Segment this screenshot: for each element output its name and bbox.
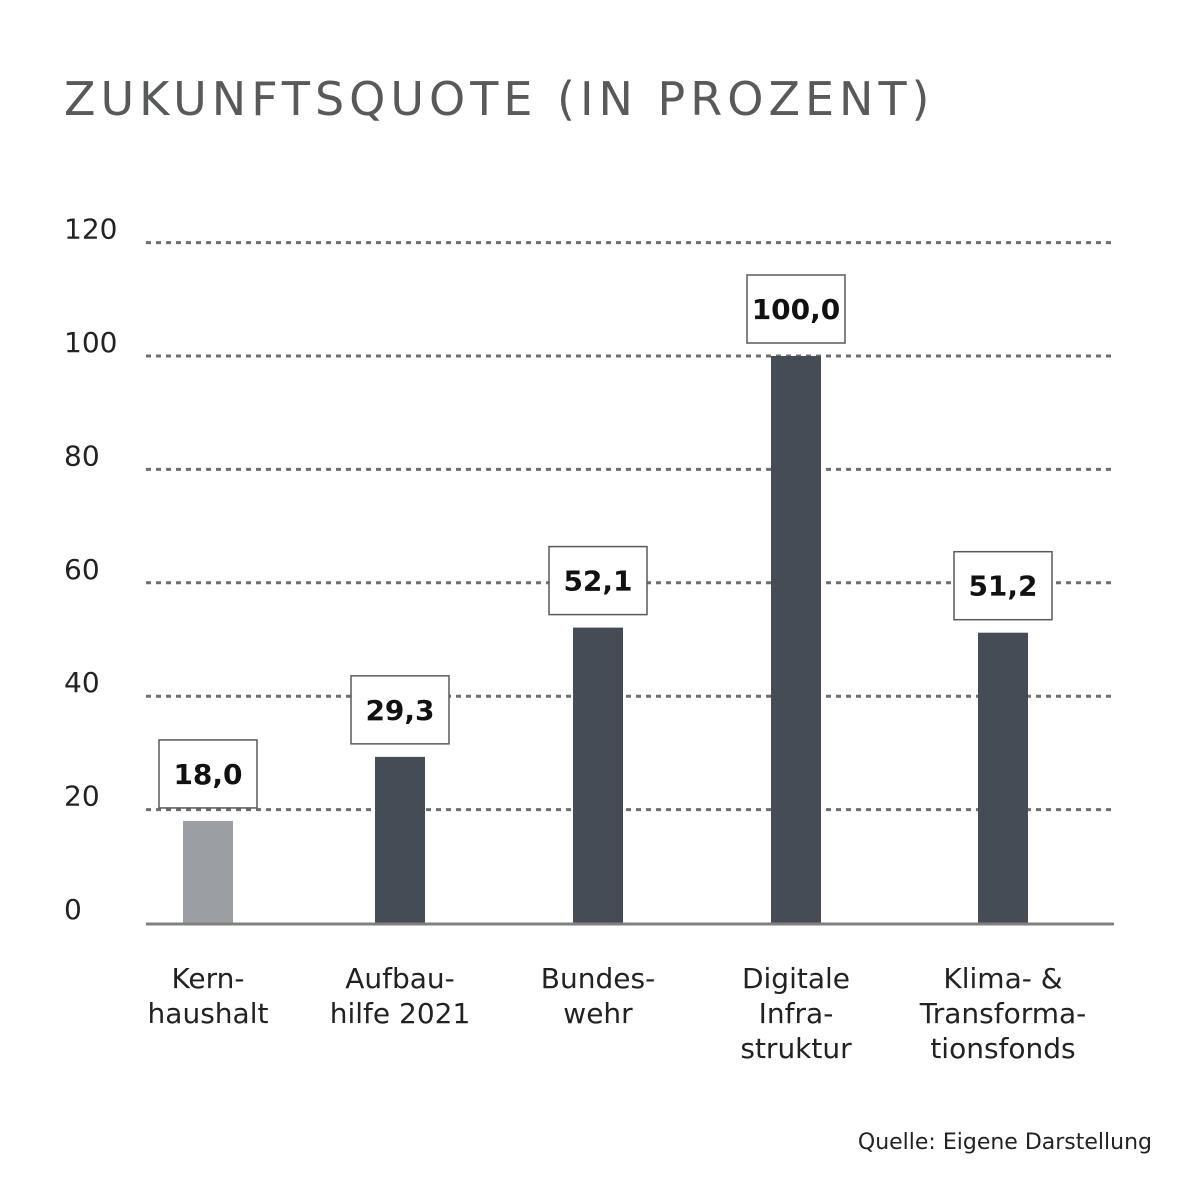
bar (978, 632, 1028, 923)
x-category-label: Kern- (171, 962, 244, 995)
x-category-label: tionsfonds (930, 1032, 1075, 1065)
y-tick-label: 60 (64, 553, 100, 586)
bar (573, 627, 623, 923)
data-label: 51,2 (968, 570, 1037, 603)
bar (183, 820, 233, 923)
x-category-label: Aufbau- (345, 962, 455, 995)
data-label: 100,0 (752, 293, 841, 326)
x-category-label: Digitale (742, 962, 850, 995)
data-label-box (953, 550, 1053, 621)
y-tick-label: 120 (64, 213, 117, 246)
x-category-label: hilfe 2021 (330, 997, 471, 1030)
y-tick-label: 20 (64, 780, 100, 813)
data-label: 52,1 (563, 565, 632, 598)
x-category-label: wehr (563, 997, 633, 1030)
chart-title: ZUKUNFTSQUOTE (IN PROZENT) (64, 72, 935, 126)
data-label: 18,0 (173, 758, 242, 791)
x-category-label: struktur (740, 1032, 852, 1065)
data-label-box (158, 739, 258, 809)
data-label: 29,3 (365, 694, 434, 727)
data-label-box (350, 675, 450, 745)
x-category-label: Transforma- (919, 997, 1087, 1030)
x-category-label: Klima- & (943, 962, 1062, 995)
y-tick-label: 0 (64, 893, 82, 926)
bar (375, 756, 425, 923)
data-label-box (746, 274, 846, 344)
x-category-label: Bundes- (541, 962, 655, 995)
source-note: Quelle: Eigene Darstellung (857, 1130, 1152, 1155)
y-tick-label: 80 (64, 439, 100, 472)
x-category-label: Infra- (759, 997, 834, 1030)
x-category-label: haushalt (148, 997, 269, 1030)
data-label-box (548, 545, 648, 616)
y-tick-label: 40 (64, 666, 100, 699)
bar (771, 356, 821, 923)
y-tick-label: 100 (64, 326, 117, 359)
